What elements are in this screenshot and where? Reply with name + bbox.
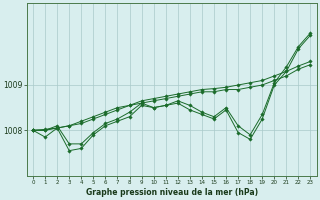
X-axis label: Graphe pression niveau de la mer (hPa): Graphe pression niveau de la mer (hPa): [86, 188, 258, 197]
